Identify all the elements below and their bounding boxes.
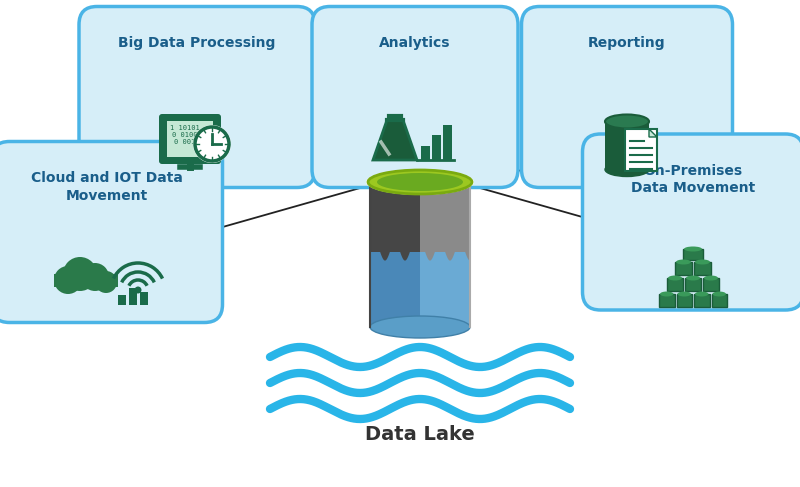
FancyBboxPatch shape	[167, 121, 213, 157]
FancyBboxPatch shape	[659, 294, 674, 307]
Polygon shape	[605, 121, 649, 169]
Circle shape	[134, 286, 142, 294]
Polygon shape	[370, 252, 420, 327]
Polygon shape	[420, 252, 470, 327]
Ellipse shape	[668, 276, 682, 281]
Circle shape	[81, 263, 109, 291]
Ellipse shape	[370, 316, 470, 338]
Ellipse shape	[686, 276, 700, 281]
Ellipse shape	[684, 246, 702, 251]
Polygon shape	[420, 182, 470, 261]
Text: Data Lake: Data Lake	[365, 426, 475, 445]
Text: Reporting: Reporting	[588, 37, 666, 51]
FancyBboxPatch shape	[711, 294, 727, 307]
Circle shape	[193, 125, 231, 163]
FancyBboxPatch shape	[675, 262, 692, 275]
FancyBboxPatch shape	[582, 134, 800, 310]
Text: Cloud and IOT Data: Cloud and IOT Data	[31, 171, 183, 186]
Polygon shape	[129, 288, 137, 305]
Text: 1 10101
0 0100
0 001: 1 10101 0 0100 0 001	[170, 125, 200, 145]
FancyBboxPatch shape	[522, 6, 733, 187]
Ellipse shape	[366, 169, 474, 195]
Ellipse shape	[695, 292, 709, 297]
FancyBboxPatch shape	[79, 6, 315, 187]
Ellipse shape	[368, 170, 472, 194]
FancyBboxPatch shape	[703, 278, 719, 291]
Ellipse shape	[660, 292, 674, 297]
FancyBboxPatch shape	[694, 262, 711, 275]
Polygon shape	[432, 135, 441, 160]
Text: Analytics: Analytics	[379, 37, 450, 51]
FancyBboxPatch shape	[625, 129, 657, 171]
Ellipse shape	[605, 114, 649, 129]
Circle shape	[195, 127, 229, 161]
Circle shape	[95, 271, 117, 293]
Ellipse shape	[676, 260, 691, 264]
FancyBboxPatch shape	[685, 278, 701, 291]
FancyBboxPatch shape	[159, 114, 221, 164]
Polygon shape	[370, 182, 420, 261]
Text: Movement: Movement	[66, 188, 148, 203]
Polygon shape	[421, 146, 430, 160]
Text: On-Premises: On-Premises	[643, 164, 742, 178]
FancyBboxPatch shape	[312, 6, 518, 187]
Polygon shape	[140, 292, 148, 305]
Polygon shape	[649, 129, 657, 137]
Polygon shape	[118, 295, 126, 305]
Ellipse shape	[704, 276, 718, 281]
Polygon shape	[443, 125, 452, 160]
FancyBboxPatch shape	[667, 278, 683, 291]
FancyBboxPatch shape	[677, 294, 692, 307]
Polygon shape	[54, 274, 118, 287]
Ellipse shape	[678, 292, 691, 297]
Text: Big Data Processing: Big Data Processing	[118, 37, 276, 51]
Ellipse shape	[377, 173, 463, 191]
Polygon shape	[370, 182, 420, 327]
FancyBboxPatch shape	[683, 249, 703, 260]
Polygon shape	[373, 120, 417, 160]
Ellipse shape	[713, 292, 726, 297]
Ellipse shape	[695, 260, 710, 264]
Polygon shape	[420, 182, 470, 327]
Text: Data Movement: Data Movement	[631, 181, 755, 195]
FancyBboxPatch shape	[0, 142, 222, 322]
FancyBboxPatch shape	[694, 294, 710, 307]
Circle shape	[54, 266, 82, 294]
Ellipse shape	[605, 163, 649, 176]
Circle shape	[63, 257, 97, 291]
